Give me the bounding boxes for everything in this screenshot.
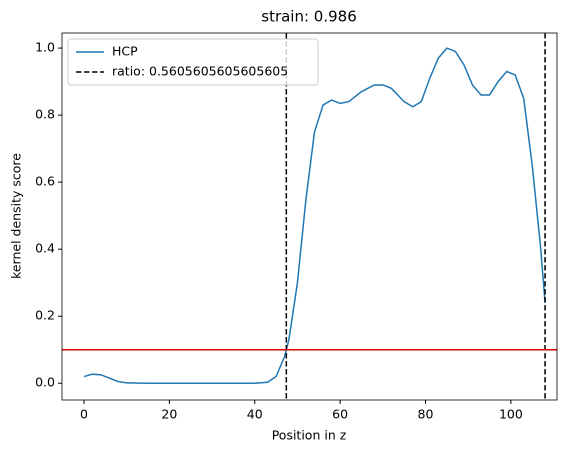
axes-frame — [61, 32, 558, 401]
legend-label: HCP — [112, 44, 138, 59]
legend-label: ratio: 0.5605605605605605 — [112, 64, 288, 79]
data-line — [83, 47, 546, 384]
y-tick-label: 1.0 — [35, 40, 55, 55]
y-tick-label: 0.6 — [35, 174, 55, 189]
x-axis-label: Position in z — [272, 428, 347, 443]
y-tick-label: 0.2 — [35, 308, 55, 323]
y-tick-label: 0.0 — [35, 375, 55, 390]
y-tick-label: 0.8 — [35, 107, 55, 122]
legend-box — [67, 38, 319, 86]
x-tick-label: 0 — [80, 407, 88, 422]
x-tick-label: 80 — [418, 407, 434, 422]
chart-title: strain: 0.986 — [261, 8, 357, 26]
y-axis-label: kernel density score — [9, 153, 24, 279]
x-tick-label: 20 — [161, 407, 177, 422]
y-tick-label: 0.4 — [35, 241, 55, 256]
x-tick-label: 40 — [247, 407, 263, 422]
x-tick-label: 60 — [332, 407, 348, 422]
x-tick-label: 100 — [499, 407, 523, 422]
